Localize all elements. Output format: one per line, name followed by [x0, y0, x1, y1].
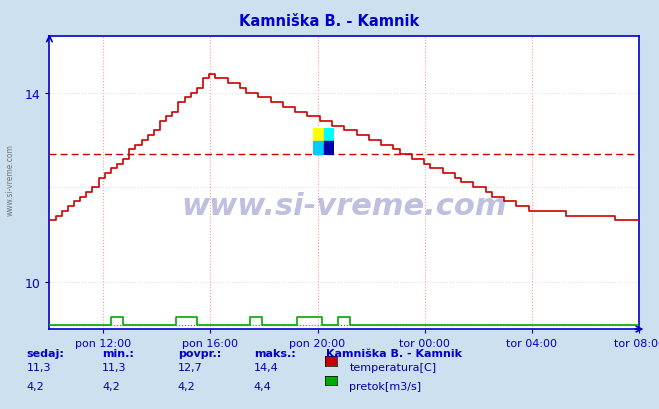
- Text: sedaj:: sedaj:: [26, 348, 64, 358]
- Bar: [313, 142, 324, 155]
- Text: Kamniška B. - Kamnik: Kamniška B. - Kamnik: [239, 14, 420, 29]
- Text: povpr.:: povpr.:: [178, 348, 221, 358]
- Text: 4,2: 4,2: [178, 381, 196, 391]
- Text: 4,2: 4,2: [26, 381, 44, 391]
- Bar: [324, 142, 334, 155]
- Text: www.si-vreme.com: www.si-vreme.com: [5, 144, 14, 216]
- Text: maks.:: maks.:: [254, 348, 295, 358]
- Text: 11,3: 11,3: [26, 362, 51, 372]
- Text: 4,4: 4,4: [254, 381, 272, 391]
- Bar: [313, 129, 324, 142]
- Text: pretok[m3/s]: pretok[m3/s]: [349, 381, 421, 391]
- Text: 11,3: 11,3: [102, 362, 127, 372]
- Text: 12,7: 12,7: [178, 362, 203, 372]
- Text: min.:: min.:: [102, 348, 134, 358]
- Text: 4,2: 4,2: [102, 381, 120, 391]
- Bar: [324, 129, 334, 142]
- Text: Kamniška B. - Kamnik: Kamniška B. - Kamnik: [326, 348, 462, 358]
- Text: temperatura[C]: temperatura[C]: [349, 362, 436, 372]
- Text: www.si-vreme.com: www.si-vreme.com: [181, 192, 507, 221]
- Text: 14,4: 14,4: [254, 362, 279, 372]
